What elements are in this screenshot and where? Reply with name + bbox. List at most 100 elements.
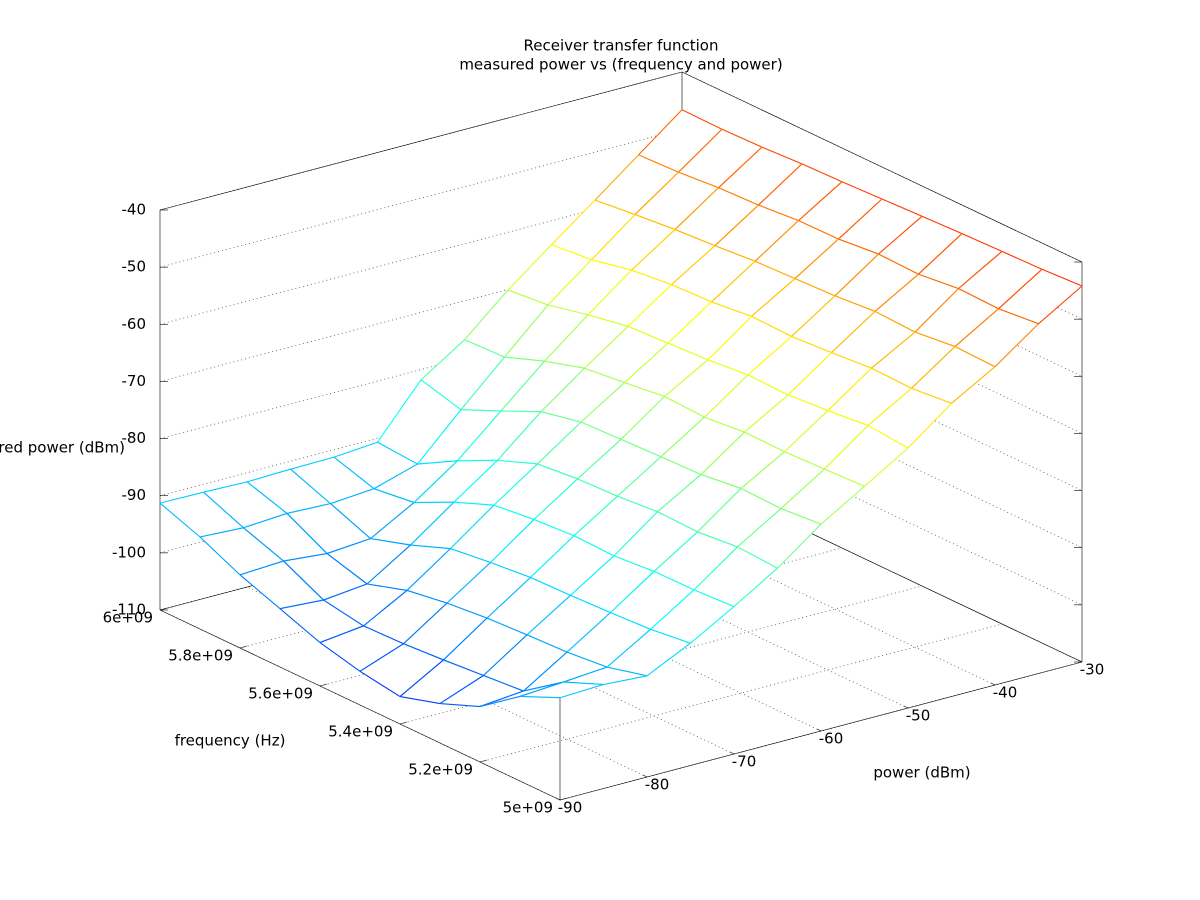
mesh-line — [203, 491, 244, 529]
mesh-line — [780, 508, 822, 525]
surface-face — [781, 469, 865, 525]
mesh-line — [613, 511, 658, 557]
mesh-line — [798, 220, 839, 240]
mesh-line — [758, 163, 803, 206]
mesh-line — [831, 311, 876, 354]
x-tick — [729, 751, 735, 755]
x-axis-label: power (dBm) — [873, 764, 970, 782]
z-tick-label: -110 — [112, 601, 146, 619]
mesh-line — [617, 456, 662, 497]
x-tick — [1077, 659, 1083, 663]
surface-face — [410, 502, 494, 549]
mesh-line — [707, 359, 749, 376]
y-tick — [319, 683, 328, 687]
surface-face — [551, 200, 635, 260]
mesh-line — [507, 289, 549, 306]
x-tick-label: -90 — [558, 799, 583, 817]
surface-face — [694, 546, 778, 607]
mesh-line — [563, 681, 604, 686]
surface-face — [283, 553, 367, 601]
mesh-line — [697, 488, 742, 533]
mesh-line — [399, 659, 444, 697]
surface-face — [878, 216, 962, 275]
mesh-line — [791, 335, 832, 354]
y-tick — [559, 797, 568, 801]
mesh-line — [319, 642, 361, 672]
mesh-line — [537, 421, 582, 465]
mesh-line — [864, 447, 909, 487]
mesh-line — [784, 451, 825, 470]
mesh-line — [824, 468, 865, 487]
mesh-line — [718, 187, 759, 206]
mesh-line — [958, 251, 1003, 290]
x-tick-label: -50 — [906, 707, 931, 725]
mesh-line — [507, 244, 552, 291]
mesh-line — [523, 651, 568, 692]
surface-face — [697, 488, 781, 547]
mesh-line — [911, 387, 952, 404]
mesh-line — [704, 374, 749, 418]
mesh-line — [707, 315, 752, 361]
mesh-line — [290, 468, 331, 505]
mesh-line — [794, 238, 839, 279]
x-tick — [555, 797, 561, 801]
mesh-line — [479, 690, 524, 708]
mesh-line — [246, 481, 288, 514]
surface-face — [664, 359, 748, 418]
mesh-line — [627, 325, 669, 344]
mesh-line — [540, 367, 585, 413]
mesh-line — [838, 198, 883, 240]
surface-face — [671, 245, 755, 302]
surface-face — [595, 154, 679, 215]
mesh-line — [671, 245, 716, 286]
mesh-line — [333, 441, 378, 458]
mesh-line — [657, 511, 698, 533]
mesh-line — [326, 538, 371, 555]
mesh-line — [634, 214, 676, 231]
surface-face — [955, 308, 1039, 367]
mesh-line — [533, 519, 575, 537]
mesh-line — [921, 215, 963, 235]
z-tick-label: -90 — [122, 486, 147, 504]
surface-face — [320, 625, 404, 672]
mesh-line — [577, 439, 622, 480]
surface-face — [610, 571, 694, 630]
surface-face — [570, 555, 654, 613]
mesh-line — [914, 331, 956, 348]
mesh-line — [871, 367, 912, 389]
mesh-line — [526, 594, 571, 636]
box-edge — [159, 609, 561, 801]
surface-face — [530, 535, 614, 596]
mesh-line — [504, 304, 549, 358]
surface-face — [544, 314, 628, 369]
surface-face — [631, 229, 715, 285]
mesh-line — [674, 187, 719, 230]
mesh-line — [867, 425, 909, 449]
mesh-line — [824, 425, 869, 470]
mesh-line — [620, 396, 665, 440]
mesh-line — [747, 336, 792, 376]
surface-face — [464, 290, 548, 358]
surface-face — [711, 261, 795, 317]
surface-face — [280, 600, 364, 643]
mesh-line — [464, 289, 509, 341]
mesh-line — [624, 382, 665, 398]
z-tick-label: -50 — [122, 258, 147, 276]
surface-face — [915, 288, 999, 347]
mesh-line — [631, 229, 676, 271]
surface-face — [501, 361, 585, 412]
mesh-line — [377, 379, 422, 443]
surface-face — [828, 368, 912, 426]
mesh-line — [918, 233, 963, 275]
mesh-line — [544, 314, 589, 362]
mesh-line — [159, 491, 204, 504]
mesh-line — [533, 478, 578, 520]
mesh-line — [446, 562, 491, 604]
mesh-line — [584, 326, 629, 369]
mesh-line — [690, 606, 735, 644]
mesh-line — [751, 315, 792, 337]
mesh-line — [714, 245, 756, 262]
mesh-line — [584, 367, 625, 384]
mesh-line — [740, 487, 782, 510]
